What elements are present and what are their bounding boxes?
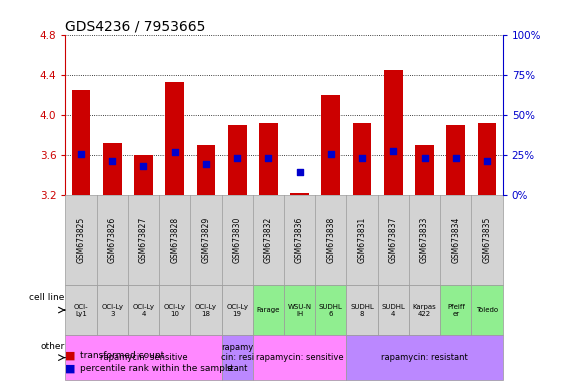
Point xyxy=(202,161,211,167)
Bar xyxy=(384,70,403,195)
Point xyxy=(76,151,86,157)
Text: GDS4236 / 7953665: GDS4236 / 7953665 xyxy=(65,20,206,33)
Bar xyxy=(103,143,122,195)
Text: other: other xyxy=(40,342,65,351)
Text: transformed count: transformed count xyxy=(80,351,164,360)
Text: GSM673826: GSM673826 xyxy=(108,217,116,263)
Text: cell line: cell line xyxy=(30,293,65,302)
FancyBboxPatch shape xyxy=(222,285,253,335)
Bar xyxy=(165,82,184,195)
FancyBboxPatch shape xyxy=(253,285,284,335)
FancyBboxPatch shape xyxy=(440,285,471,335)
Text: GSM673835: GSM673835 xyxy=(483,217,491,263)
FancyBboxPatch shape xyxy=(222,335,253,380)
Point xyxy=(295,169,304,175)
Text: GSM673838: GSM673838 xyxy=(327,217,335,263)
Point xyxy=(483,158,492,164)
Text: ■: ■ xyxy=(65,364,76,374)
Point xyxy=(358,154,367,161)
Bar xyxy=(478,123,496,195)
Bar xyxy=(228,125,247,195)
FancyBboxPatch shape xyxy=(159,285,190,335)
Text: GSM673827: GSM673827 xyxy=(139,217,148,263)
Bar xyxy=(415,145,434,195)
Point xyxy=(420,155,429,161)
Text: Toledo: Toledo xyxy=(476,307,498,313)
FancyBboxPatch shape xyxy=(128,285,159,335)
Text: OCI-Ly
19: OCI-Ly 19 xyxy=(226,303,248,316)
Text: GSM673837: GSM673837 xyxy=(389,217,398,263)
Bar xyxy=(72,89,90,195)
Text: GSM673833: GSM673833 xyxy=(420,217,429,263)
Text: OCI-Ly
4: OCI-Ly 4 xyxy=(132,303,154,316)
Bar xyxy=(321,95,340,195)
Text: SUDHL
8: SUDHL 8 xyxy=(350,303,374,316)
Text: rapamycin: resistant: rapamycin: resistant xyxy=(381,353,468,362)
Text: GSM673836: GSM673836 xyxy=(295,217,304,263)
Text: GSM673831: GSM673831 xyxy=(358,217,366,263)
FancyBboxPatch shape xyxy=(409,285,440,335)
Point xyxy=(233,155,242,161)
FancyBboxPatch shape xyxy=(190,285,222,335)
Text: OCI-Ly
18: OCI-Ly 18 xyxy=(195,303,217,316)
Text: SUDHL
4: SUDHL 4 xyxy=(381,303,406,316)
Point xyxy=(264,154,273,161)
FancyBboxPatch shape xyxy=(471,285,503,335)
Text: OCI-Ly
3: OCI-Ly 3 xyxy=(101,303,123,316)
Text: rapamy
cin: resi
stant: rapamy cin: resi stant xyxy=(220,343,254,372)
Bar xyxy=(259,123,278,195)
Point xyxy=(389,148,398,154)
Bar xyxy=(290,193,309,195)
Bar xyxy=(197,145,215,195)
Bar xyxy=(134,155,153,195)
Point xyxy=(108,158,117,164)
Text: GSM673832: GSM673832 xyxy=(264,217,273,263)
FancyBboxPatch shape xyxy=(65,195,503,285)
Bar xyxy=(353,123,371,195)
Text: Farage: Farage xyxy=(257,307,280,313)
Text: SUDHL
6: SUDHL 6 xyxy=(319,303,343,316)
FancyBboxPatch shape xyxy=(97,285,128,335)
Text: GSM673830: GSM673830 xyxy=(233,217,241,263)
Text: rapamycin: sensitive: rapamycin: sensitive xyxy=(99,353,187,362)
Text: WSU-N
IH: WSU-N IH xyxy=(287,303,312,316)
FancyBboxPatch shape xyxy=(315,285,346,335)
Point xyxy=(451,155,460,161)
Text: GSM673825: GSM673825 xyxy=(77,217,85,263)
Text: ■: ■ xyxy=(65,350,76,360)
Text: OCI-Ly
10: OCI-Ly 10 xyxy=(164,303,186,316)
FancyBboxPatch shape xyxy=(346,335,503,380)
FancyBboxPatch shape xyxy=(65,335,222,380)
FancyBboxPatch shape xyxy=(346,285,378,335)
FancyBboxPatch shape xyxy=(284,285,315,335)
Text: Karpas
422: Karpas 422 xyxy=(413,303,436,316)
Text: GSM673834: GSM673834 xyxy=(452,217,460,263)
Point xyxy=(170,149,179,156)
Point xyxy=(326,151,335,157)
FancyBboxPatch shape xyxy=(253,335,346,380)
Text: rapamycin: sensitive: rapamycin: sensitive xyxy=(256,353,344,362)
Text: GSM673828: GSM673828 xyxy=(170,217,179,263)
Bar xyxy=(446,125,465,195)
Text: Pfeiff
er: Pfeiff er xyxy=(447,303,465,316)
Text: OCI-
Ly1: OCI- Ly1 xyxy=(74,303,88,316)
Text: percentile rank within the sample: percentile rank within the sample xyxy=(80,364,233,373)
Text: GSM673829: GSM673829 xyxy=(202,217,210,263)
Point xyxy=(139,163,148,169)
FancyBboxPatch shape xyxy=(65,285,97,335)
FancyBboxPatch shape xyxy=(378,285,409,335)
